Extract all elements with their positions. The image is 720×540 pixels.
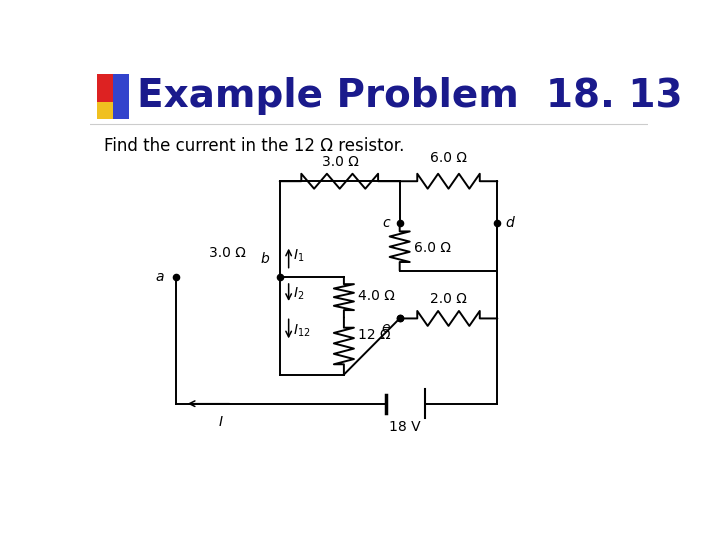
Bar <box>96 74 129 119</box>
Text: d: d <box>505 216 515 230</box>
Text: $I_2$: $I_2$ <box>293 285 305 302</box>
Point <box>394 219 405 227</box>
Text: c: c <box>382 216 390 230</box>
Point <box>171 273 182 281</box>
Text: 3.0 Ω: 3.0 Ω <box>210 246 246 260</box>
Text: 3.0 Ω: 3.0 Ω <box>322 155 359 168</box>
Text: 2.0 Ω: 2.0 Ω <box>431 292 467 306</box>
Text: 18 V: 18 V <box>390 420 421 434</box>
Text: 12 Ω: 12 Ω <box>358 328 390 342</box>
Point <box>492 219 503 227</box>
Text: a: a <box>156 270 164 284</box>
Point <box>394 314 405 323</box>
Text: 6.0 Ω: 6.0 Ω <box>413 241 451 255</box>
Text: $I_1$: $I_1$ <box>293 248 305 264</box>
Text: Example Problem  18. 13: Example Problem 18. 13 <box>138 77 683 116</box>
Bar <box>96 74 114 102</box>
Text: $I$: $I$ <box>218 415 224 429</box>
Bar <box>96 97 114 119</box>
Text: b: b <box>261 253 270 266</box>
Point <box>394 314 405 323</box>
Text: $I_{12}$: $I_{12}$ <box>293 323 310 339</box>
Text: e: e <box>381 321 390 334</box>
Text: Find the current in the 12 Ω resistor.: Find the current in the 12 Ω resistor. <box>104 137 405 155</box>
Point <box>274 273 286 281</box>
Text: 6.0 Ω: 6.0 Ω <box>431 151 467 165</box>
Text: 4.0 Ω: 4.0 Ω <box>358 288 395 302</box>
